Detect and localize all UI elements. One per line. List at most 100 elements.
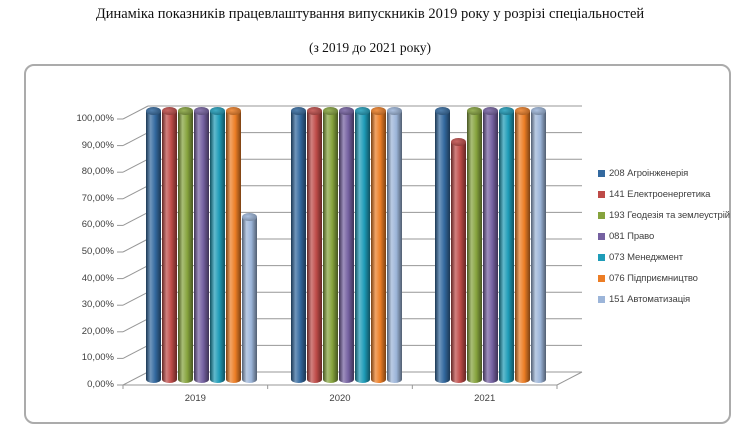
- legend-label: 151 Автоматизація: [609, 294, 691, 305]
- legend-item: 151 Автоматизація: [598, 289, 730, 310]
- cylinder-cap: [241, 213, 257, 222]
- y-tick-label: 50,00%: [81, 246, 114, 257]
- cylinder-bar: [467, 107, 483, 383]
- cylinder-cap: [145, 107, 161, 115]
- cylinder-cap: [467, 107, 483, 115]
- legend: 208 Агроінженерія 141 Електроенергетика 19…: [598, 163, 730, 310]
- y-axis-depth-connector: [122, 158, 149, 173]
- cylinder-cap: [515, 107, 531, 115]
- cylinder-cap: [322, 107, 338, 115]
- cylinder-cap: [306, 107, 322, 115]
- legend-swatch: [598, 170, 605, 177]
- y-axis-depth-connector: [122, 371, 149, 386]
- chart-title: Динаміка показників працевлаштування вип…: [95, 6, 645, 22]
- y-tick-label: 40,00%: [81, 272, 114, 284]
- y-axis-depth-connector: [122, 238, 149, 253]
- plot-area: 0,00% 10,00% 20,00% 30,00% 40,00% 50,00% 60,00…: [26, 66, 729, 422]
- y-axis-depth-connector: [122, 291, 149, 306]
- cylinder-body: [435, 111, 451, 383]
- cylinder-body: [209, 111, 225, 383]
- cylinder-cap: [499, 107, 515, 115]
- legend-swatch: [598, 212, 605, 219]
- legend-swatch: [598, 254, 605, 261]
- cylinder-bar: [290, 107, 306, 383]
- cylinder-body: [499, 111, 515, 383]
- x-tick-label: 2020: [329, 393, 351, 404]
- legend-item: 141 Електроенергетика: [598, 184, 730, 205]
- cylinder-cap: [354, 107, 370, 115]
- cylinder-bar: [209, 107, 225, 383]
- y-tick-label: 0,00%: [87, 379, 114, 390]
- cylinder-body: [322, 111, 338, 383]
- chart-area: 0,00% 10,00% 20,00% 30,00% 40,00% 50,00% 60,00…: [24, 64, 731, 424]
- cylinder-bar: [483, 107, 499, 383]
- cylinder-bar: [225, 107, 241, 383]
- cylinder-bar: [177, 107, 193, 383]
- cylinder-bar: [338, 107, 354, 383]
- floor-depth-edge: [556, 371, 583, 386]
- y-tick-label: 60,00%: [81, 219, 114, 231]
- y-tick-label: 90,00%: [81, 139, 114, 151]
- legend-label: 208 Агроінженерія: [609, 168, 689, 179]
- y-axis-depth-connector: [122, 318, 149, 333]
- y-tick-label: 30,00%: [81, 299, 114, 311]
- cylinder-body: [193, 111, 209, 383]
- y-axis-depth-connector: [122, 105, 149, 120]
- y-tick-label: 70,00%: [81, 192, 114, 204]
- cylinder-bar: [386, 107, 402, 383]
- cylinder-bar: [370, 107, 386, 383]
- legend-label: 076 Підприємництво: [609, 273, 698, 284]
- cylinder-cap: [386, 107, 402, 115]
- page: { "page": { "title": "Динаміка показникі…: [24, 6, 731, 424]
- legend-swatch: [598, 233, 605, 240]
- legend-label: 141 Електроенергетика: [609, 189, 711, 200]
- cylinder-body: [483, 111, 499, 383]
- cylinder-body: [515, 111, 531, 383]
- cylinder-bar: [531, 107, 547, 383]
- legend-item: 081 Право: [598, 226, 730, 247]
- cylinder-bar: [145, 107, 161, 383]
- cylinder-body: [451, 142, 467, 383]
- cylinder-cap: [451, 138, 467, 147]
- legend-label: 073 Менеджмент: [609, 252, 684, 263]
- y-axis-depth-connector: [122, 265, 149, 280]
- y-axis-depth-connector: [122, 185, 149, 200]
- cylinder-body: [290, 111, 306, 383]
- y-axis-depth-connector: [122, 211, 149, 226]
- legend-swatch: [598, 191, 605, 198]
- cylinder-bar: [499, 107, 515, 383]
- cylinder-body: [467, 111, 483, 383]
- cylinder-cap: [193, 107, 209, 115]
- legend-item: 073 Менеджмент: [598, 247, 730, 268]
- cylinder-body: [370, 111, 386, 383]
- cylinder-cap: [177, 107, 193, 115]
- cylinder-body: [306, 111, 322, 383]
- cylinder-body: [338, 111, 354, 383]
- x-tick-label: 2019: [184, 393, 206, 404]
- x-tick-label: 2021: [474, 393, 496, 404]
- cylinder-bar: [241, 213, 257, 383]
- cylinder-body: [161, 111, 177, 383]
- cylinder-cap: [209, 107, 225, 115]
- legend-item: 076 Підприємництво: [598, 268, 730, 289]
- legend-label: 193 Геодезія та землеустрій: [609, 210, 730, 221]
- cylinder-bar: [161, 107, 177, 383]
- cylinder-cap: [225, 107, 241, 115]
- cylinder-body: [241, 217, 257, 383]
- y-axis-depth-connector: [122, 344, 149, 359]
- cylinder-cap: [290, 107, 306, 115]
- cylinder-cap: [435, 107, 451, 115]
- legend-swatch: [598, 296, 605, 303]
- cylinder-body: [177, 111, 193, 383]
- cylinder-body: [225, 111, 241, 383]
- y-tick-label: 100,00%: [76, 113, 114, 124]
- chart-subtitle: (з 2019 до 2021 року): [308, 40, 432, 55]
- y-tick-label: 20,00%: [81, 325, 114, 337]
- cylinder-cap: [370, 107, 386, 115]
- y-tick-label: 80,00%: [81, 166, 114, 178]
- cylinder-bar: [193, 107, 209, 383]
- cylinder-body: [386, 111, 402, 383]
- legend-label: 081 Право: [609, 231, 655, 242]
- cylinder-cap: [531, 107, 547, 115]
- cylinder-bar: [306, 107, 322, 383]
